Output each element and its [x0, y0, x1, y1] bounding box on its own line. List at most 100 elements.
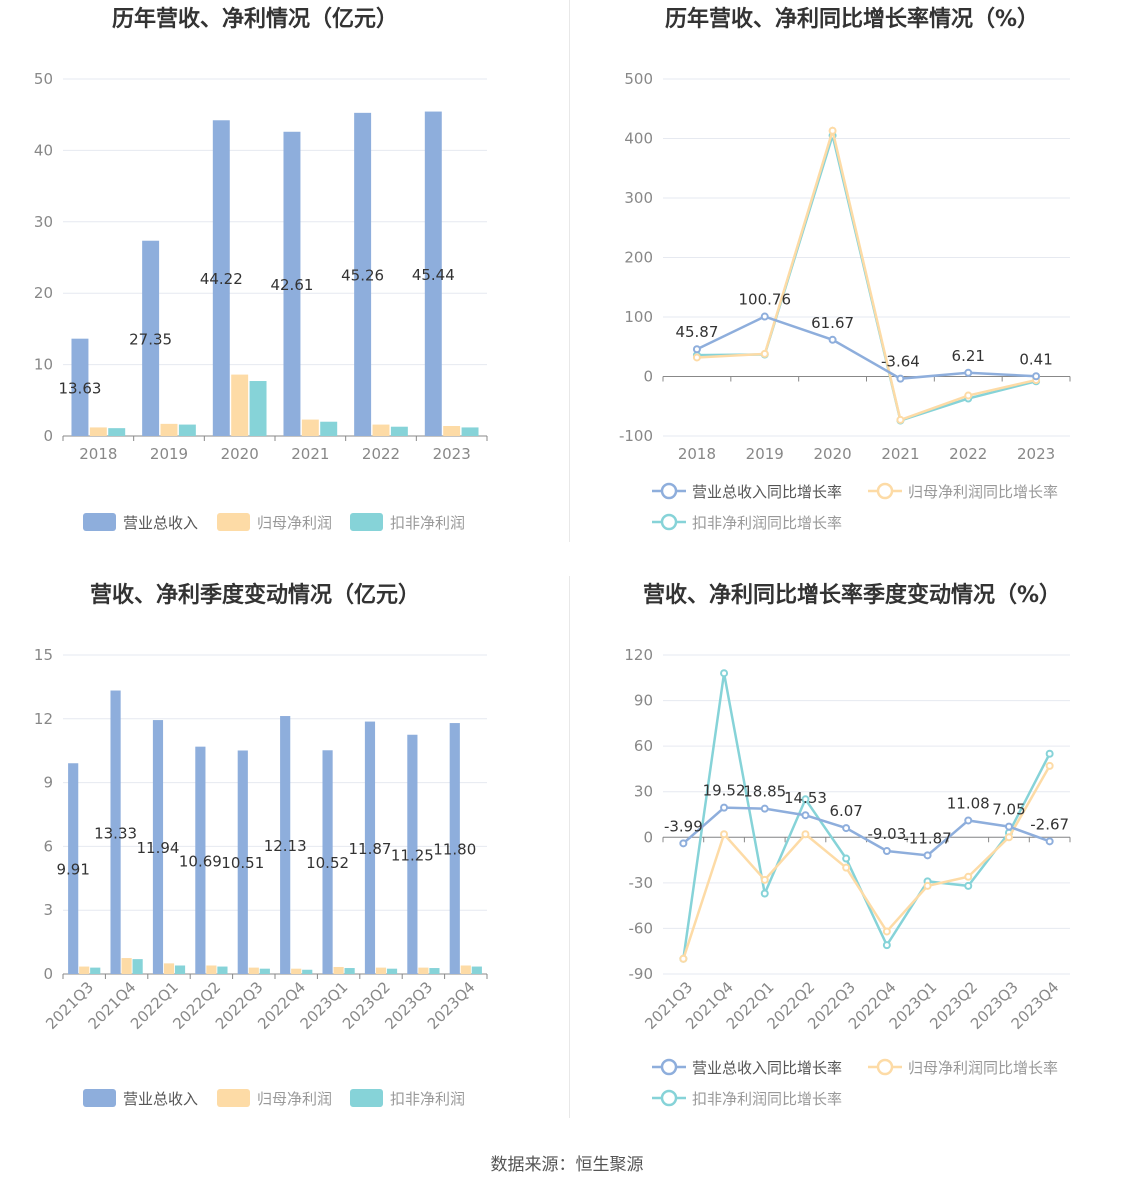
y-tick-label: 12 — [34, 710, 53, 728]
point-revenue-growth — [760, 312, 769, 321]
y-tick-label: 0 — [643, 828, 653, 846]
point-net-profit-growth — [692, 353, 701, 362]
point-net-profit-growth — [828, 126, 837, 135]
bar-deducted-profit — [461, 427, 479, 436]
bar-revenue — [212, 120, 230, 437]
y-tick-label: 3 — [43, 901, 53, 919]
divider-bottom — [569, 576, 570, 1118]
legend-swatch — [83, 513, 116, 531]
bar-deducted-profit — [386, 968, 398, 974]
quarterly-revenue-profit-chart: 营收、净利季度变动情况（亿元） 0 3 6 9 12 15 2021Q3 2021Q4 2022Q… — [0, 576, 567, 1146]
y-tick-label: 100 — [624, 308, 653, 326]
bar-net-profit — [460, 965, 471, 974]
data-label: -9.03 — [867, 825, 906, 843]
y-tick-label: 90 — [634, 692, 653, 710]
bar-deducted-profit — [174, 965, 186, 974]
y-tick-label: -60 — [629, 919, 654, 937]
data-label: 13.63 — [58, 379, 101, 397]
legend-swatch-marker — [660, 1089, 678, 1107]
point-net-profit-growth — [1045, 761, 1054, 770]
data-label: 11.87 — [348, 840, 391, 858]
point-deducted-profit-growth — [882, 941, 891, 950]
chart-svg: 历年营收、净利情况（亿元） 0 10 20 30 40 50 2018 2019 2020 2021… — [34, 6, 488, 532]
point-revenue-growth — [1045, 837, 1054, 846]
line-revenue-growth — [682, 806, 1051, 857]
legend-label: 营业总收入同比增长率 — [692, 1059, 842, 1077]
point-revenue-growth — [882, 847, 891, 856]
point-net-profit-growth — [801, 830, 810, 839]
bar-revenue — [152, 720, 164, 974]
bar-deducted-profit — [390, 426, 408, 436]
chart-svg: 历年营收、净利同比增长率情况（%） -100 0 100 200 300 400 500 201… — [619, 6, 1071, 532]
data-label: 13.33 — [94, 824, 137, 842]
point-deducted-profit-growth — [964, 881, 973, 890]
x-tick-label: 2023 — [433, 445, 471, 463]
data-label: 45.44 — [412, 266, 455, 284]
data-label: 11.94 — [136, 839, 179, 857]
bar-net-profit — [418, 967, 429, 974]
legend-swatch-marker — [876, 1058, 894, 1076]
point-net-profit-growth — [760, 349, 769, 358]
data-label: 0.41 — [1019, 350, 1052, 368]
data-label: -11.87 — [903, 829, 951, 847]
bar-net-profit — [372, 424, 390, 436]
bar-deducted-profit — [132, 959, 143, 974]
data-label: 45.26 — [341, 266, 384, 284]
data-label: 27.35 — [129, 330, 172, 348]
data-label: 10.69 — [179, 852, 222, 870]
legend-swatch-marker — [876, 482, 894, 500]
data-label: -2.67 — [1030, 815, 1069, 833]
point-revenue-growth — [1004, 822, 1013, 831]
data-label: 11.80 — [433, 841, 476, 859]
point-net-profit-growth — [964, 391, 973, 400]
bar-deducted-profit — [108, 428, 126, 436]
y-tick-label: 120 — [624, 646, 653, 664]
data-label: 11.08 — [947, 794, 990, 812]
bar-deducted-profit — [217, 966, 228, 974]
y-tick-label: 20 — [34, 284, 53, 302]
legend-swatch-marker — [660, 1058, 678, 1076]
bar-net-profit — [333, 966, 344, 974]
point-deducted-profit-growth — [760, 889, 769, 898]
annual-growth-rate-chart: 历年营收、净利同比增长率情况（%） -100 0 100 200 300 400 500 201… — [567, 0, 1134, 570]
y-tick-label: -30 — [629, 874, 654, 892]
point-revenue-growth — [923, 851, 932, 860]
data-label: 45.87 — [675, 323, 718, 341]
bar-revenue — [364, 721, 376, 974]
bar-revenue — [322, 750, 333, 974]
x-tick-label: 2019 — [746, 445, 784, 463]
bar-net-profit — [160, 423, 178, 436]
y-tick-label: 400 — [624, 130, 653, 148]
x-tick-label: 2023Q4 — [424, 978, 479, 1033]
data-label: 12.13 — [264, 837, 307, 855]
bar-net-profit — [79, 966, 90, 974]
chart-svg: 营收、净利季度变动情况（亿元）036912152021Q32021Q42022Q… — [34, 582, 488, 1108]
legend-label: 营业总收入 — [123, 1090, 198, 1108]
bar-deducted-profit — [249, 381, 267, 436]
y-tick-label: 0 — [43, 427, 53, 445]
point-deducted-profit-growth — [1045, 749, 1054, 758]
bar-revenue — [110, 690, 121, 974]
y-tick-label: -100 — [619, 427, 653, 445]
bar-revenue — [424, 111, 442, 436]
bar-deducted-profit — [90, 967, 101, 974]
x-tick-label: 2021 — [291, 445, 329, 463]
chart-svg: 营收、净利同比增长率季度变动情况（%）-90-60-30030609012020… — [624, 582, 1071, 1108]
quarterly-growth-rate-chart: 营收、净利同比增长率季度变动情况（%） -90 -60 -30 0 30 60 90 120 20… — [567, 576, 1134, 1146]
data-label: 44.22 — [200, 270, 243, 288]
legend-label: 扣非净利润 — [390, 514, 465, 532]
bar-deducted-profit — [344, 968, 355, 974]
data-label: 7.05 — [992, 801, 1025, 819]
y-tick-label: 0 — [643, 368, 653, 386]
data-source: 数据来源：恒生聚源 — [490, 1155, 644, 1175]
point-revenue-growth — [842, 824, 851, 833]
point-revenue-growth — [692, 345, 701, 354]
data-label: 100.76 — [739, 291, 792, 309]
legend-label: 扣非净利润同比增长率 — [692, 514, 842, 532]
bar-deducted-profit — [471, 966, 482, 974]
point-revenue-growth — [760, 804, 769, 813]
data-label: 19.52 — [703, 782, 746, 800]
point-deducted-profit-growth — [842, 854, 851, 863]
legend-swatch-marker — [660, 513, 678, 531]
data-label: 10.51 — [221, 854, 264, 872]
